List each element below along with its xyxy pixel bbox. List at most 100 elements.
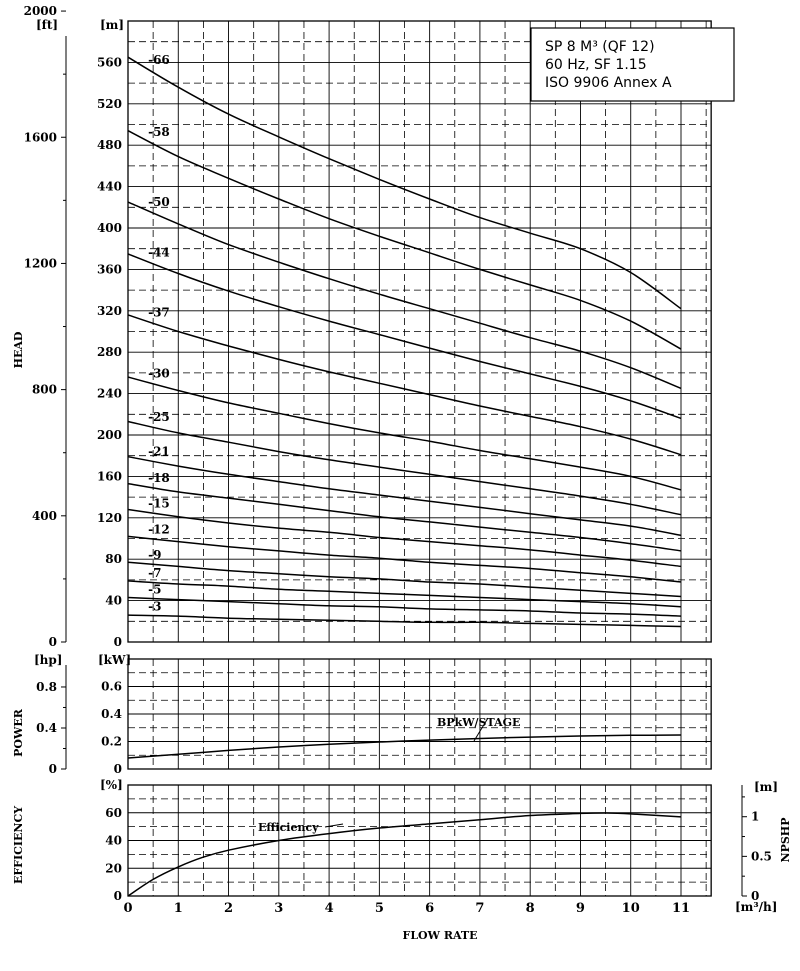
head-curve-stage-5 bbox=[127, 596, 682, 617]
npsh-m-unit: [m] bbox=[754, 780, 778, 794]
efficiency-curve bbox=[127, 812, 682, 897]
x-tick-label: 2 bbox=[224, 901, 233, 916]
head-ft-tick-label: 1200 bbox=[24, 256, 57, 270]
legend-line-model: SP 8 M³ (QF 12) bbox=[545, 39, 655, 55]
power-hp-unit: [hp] bbox=[34, 653, 62, 667]
head-m-tick-label: 160 bbox=[97, 469, 122, 483]
head-ft-tick-label: 400 bbox=[32, 509, 57, 523]
head-m-tick-label: 0 bbox=[114, 635, 122, 649]
head-curve-stage-18 bbox=[127, 482, 682, 552]
power-frame bbox=[127, 658, 712, 770]
stage-label: -7 bbox=[148, 566, 161, 580]
x-tick-label: 9 bbox=[576, 901, 585, 916]
head-curve-stage-7 bbox=[127, 580, 682, 608]
efficiency-axis-title: EFFICIENCY bbox=[12, 806, 25, 884]
stage-label: -58 bbox=[148, 125, 170, 139]
x-tick-label: 4 bbox=[325, 901, 334, 916]
head-m-tick-label: 120 bbox=[97, 511, 122, 525]
head-ft-tick-label: 0 bbox=[49, 635, 57, 649]
x-tick-label: 8 bbox=[526, 901, 535, 916]
x-tick-label: 0 bbox=[123, 901, 132, 916]
head-ft-unit: [ft] bbox=[36, 18, 58, 32]
efficiency-pct-tick-label: 60 bbox=[105, 806, 122, 820]
efficiency-frame bbox=[127, 784, 712, 897]
npsh-tick-label: 0.5 bbox=[751, 849, 772, 863]
head-m-tick-label: 520 bbox=[97, 97, 122, 111]
head-curve-stage-58 bbox=[127, 130, 682, 350]
x-tick-label: 11 bbox=[672, 901, 690, 916]
head-curve-stage-12 bbox=[127, 535, 682, 583]
npsh-axis-title: NPSHP bbox=[779, 818, 792, 863]
head-m-tick-label: 40 bbox=[105, 594, 122, 608]
curve-layer bbox=[127, 56, 682, 897]
head-m-tick-label: 360 bbox=[97, 262, 122, 276]
stage-label: -5 bbox=[148, 582, 161, 596]
head-axis-title: HEAD bbox=[12, 331, 25, 368]
x-tick-label: 3 bbox=[274, 901, 283, 916]
npsh-tick-label: 0 bbox=[751, 889, 759, 903]
head-m-tick-label: 440 bbox=[97, 180, 122, 194]
stage-label: -66 bbox=[148, 53, 170, 67]
power-kw-unit: [kW] bbox=[98, 653, 131, 667]
head-curve-stage-44 bbox=[127, 253, 682, 420]
x-tick-label: 1 bbox=[174, 901, 183, 916]
x-axis-title: FLOW RATE bbox=[403, 929, 478, 942]
efficiency-pct-tick-label: 20 bbox=[105, 861, 122, 875]
power-curve-label: BPkW/STAGE bbox=[437, 716, 520, 729]
x-tick-label: 10 bbox=[622, 901, 640, 916]
stage-label: -15 bbox=[148, 496, 170, 510]
head-frame bbox=[127, 20, 712, 643]
head-m-tick-label: 200 bbox=[97, 428, 122, 442]
head-curve-stage-30 bbox=[127, 376, 682, 491]
head-curve-stage-21 bbox=[127, 455, 682, 537]
x-axis-unit: [m³/h] bbox=[735, 900, 777, 914]
x-tick-label: 6 bbox=[425, 901, 434, 916]
head-ft-tick-label: 1600 bbox=[24, 130, 57, 144]
power-axis-title: POWER bbox=[12, 708, 25, 757]
head-m-tick-label: 560 bbox=[97, 55, 122, 69]
head-curve-stage-9 bbox=[127, 561, 682, 598]
stage-label: -18 bbox=[148, 471, 170, 485]
head-m-tick-label: 280 bbox=[97, 345, 122, 359]
power-kw-tick-label: 0 bbox=[114, 762, 122, 776]
power-hp-tick-label: 0.8 bbox=[36, 680, 57, 694]
efficiency-pct-unit: [%] bbox=[100, 778, 123, 792]
stage-label: -50 bbox=[148, 195, 170, 209]
stage-label: -3 bbox=[148, 600, 161, 614]
x-tick-label: 7 bbox=[475, 901, 484, 916]
power-kw-tick-label: 0.2 bbox=[101, 735, 122, 749]
stage-label: -12 bbox=[148, 523, 170, 537]
stage-label: -37 bbox=[148, 306, 170, 320]
stage-label: -21 bbox=[148, 444, 170, 458]
head-m-tick-label: 480 bbox=[97, 138, 122, 152]
head-m-tick-label: 80 bbox=[105, 552, 122, 566]
power-kw-tick-label: 0.6 bbox=[101, 680, 122, 694]
head-ft-tick-label: 2000 bbox=[24, 4, 57, 18]
stage-label: -25 bbox=[148, 410, 170, 424]
grid-layer bbox=[61, 10, 747, 897]
head-ft-tick-label: 800 bbox=[32, 383, 57, 397]
head-curve-stage-25 bbox=[127, 420, 682, 516]
head-curve-stage-50 bbox=[127, 201, 682, 390]
head-curve-stage-15 bbox=[127, 508, 682, 568]
power-kw-tick-label: 0.4 bbox=[101, 707, 122, 721]
stage-label: -44 bbox=[148, 246, 170, 260]
legend-box bbox=[530, 27, 735, 102]
power-curve bbox=[127, 734, 682, 759]
power-hp-tick-label: 0.4 bbox=[36, 721, 57, 735]
legend-line-frequency: 60 Hz, SF 1.15 bbox=[545, 57, 647, 73]
legend-line-standard: ISO 9906 Annex A bbox=[545, 75, 672, 91]
head-curve-stage-66 bbox=[127, 56, 682, 310]
npsh-tick-label: 1 bbox=[751, 810, 759, 824]
head-m-tick-label: 320 bbox=[97, 304, 122, 318]
efficiency-curve-label: Efficiency bbox=[258, 821, 319, 834]
stage-label: -9 bbox=[148, 548, 161, 562]
label-layer: 0408012016020024028032036040044048052056… bbox=[24, 4, 772, 916]
head-curve-stage-3 bbox=[127, 614, 682, 628]
efficiency-label-leader bbox=[324, 823, 344, 828]
head-m-tick-label: 240 bbox=[97, 387, 122, 401]
head-m-tick-label: 400 bbox=[97, 221, 122, 235]
efficiency-pct-tick-label: 0 bbox=[114, 889, 122, 903]
stage-label: -30 bbox=[148, 366, 170, 380]
